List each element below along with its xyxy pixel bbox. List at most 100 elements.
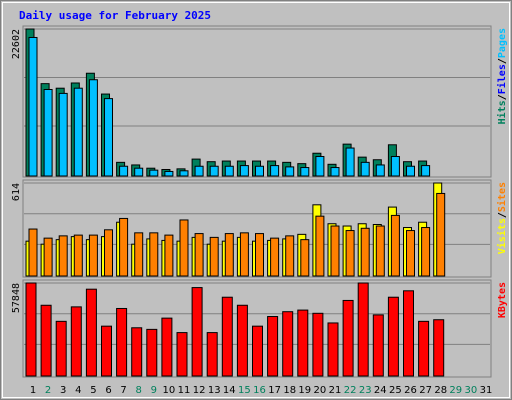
bar-files-day-9 bbox=[149, 169, 159, 177]
day-label-7: 7 bbox=[120, 385, 126, 396]
bar-kbytes-day-5 bbox=[85, 288, 97, 377]
bar-kbytes-day-22 bbox=[342, 299, 354, 377]
bar-kbytes-day-2 bbox=[40, 304, 52, 377]
chart-title: Daily usage for February 2025 bbox=[19, 9, 211, 22]
day-label-31: 31 bbox=[480, 385, 493, 396]
bar-files-day-22 bbox=[345, 147, 355, 177]
bar-files-day-7 bbox=[119, 165, 129, 177]
bar-sites-day-9 bbox=[149, 232, 159, 277]
bar-sites-day-20 bbox=[315, 215, 325, 277]
bar-sites-day-14 bbox=[224, 233, 234, 277]
bar-sites-day-25 bbox=[390, 214, 400, 277]
bar-kbytes-day-25 bbox=[387, 296, 399, 377]
legend-entry: Visits bbox=[496, 218, 508, 254]
legend-entry: / bbox=[497, 212, 508, 218]
day-label-3: 3 bbox=[60, 385, 66, 396]
bar-kbytes-day-14 bbox=[221, 296, 233, 377]
day-labels: 1 2 3 4 5 6 7 8 9 10 11 12 13 14 15 16 17 18 19 20 21 22 23 24 2… bbox=[30, 385, 493, 396]
day-label-18: 18 bbox=[283, 385, 296, 396]
bar-kbytes-day-15 bbox=[236, 304, 248, 377]
day-label-27: 27 bbox=[419, 385, 432, 396]
bar-kbytes-day-16 bbox=[252, 325, 263, 377]
bar-sites-day-17 bbox=[270, 237, 280, 277]
bar-files-day-11 bbox=[179, 170, 189, 177]
bar-sites-day-3 bbox=[58, 235, 68, 277]
bar-kbytes-day-4 bbox=[70, 306, 82, 377]
day-label-23: 23 bbox=[359, 385, 372, 396]
bar-sites-day-16 bbox=[255, 233, 264, 277]
day-label-22: 22 bbox=[344, 385, 357, 396]
day-label-11: 11 bbox=[178, 385, 191, 396]
bar-sites-day-13 bbox=[209, 236, 219, 277]
day-label-6: 6 bbox=[105, 385, 111, 396]
bar-files-day-5 bbox=[88, 79, 98, 177]
bar-files-day-16 bbox=[255, 165, 264, 177]
day-label-2: 2 bbox=[45, 385, 51, 396]
legend-entry: / bbox=[497, 58, 508, 64]
bar-files-day-2 bbox=[43, 88, 53, 177]
panel-max-label: 22602 bbox=[11, 29, 22, 59]
day-label-25: 25 bbox=[389, 385, 402, 396]
bar-files-day-3 bbox=[58, 92, 68, 177]
bar-files-day-23 bbox=[360, 161, 370, 177]
panel-legend: Hits/Files/Pages bbox=[496, 28, 508, 124]
bar-files-day-20 bbox=[315, 155, 325, 177]
bar-kbytes-day-26 bbox=[403, 290, 414, 377]
panel-max-label: 614 bbox=[11, 183, 22, 201]
legend-entry: Hits bbox=[496, 100, 508, 124]
bar-sites-day-19 bbox=[300, 239, 310, 277]
day-label-4: 4 bbox=[75, 385, 81, 396]
bar-sites-day-23 bbox=[360, 227, 370, 277]
bar-files-day-25 bbox=[390, 155, 400, 177]
bar-files-day-17 bbox=[270, 165, 280, 177]
day-label-26: 26 bbox=[404, 385, 417, 396]
day-label-9: 9 bbox=[151, 385, 157, 396]
bar-sites-day-1 bbox=[28, 228, 38, 277]
bar-sites-day-15 bbox=[239, 232, 249, 277]
day-label-17: 17 bbox=[268, 385, 281, 396]
bar-sites-day-21 bbox=[330, 225, 340, 277]
day-label-8: 8 bbox=[136, 385, 142, 396]
day-label-13: 13 bbox=[208, 385, 221, 396]
day-label-29: 29 bbox=[449, 385, 462, 396]
day-label-20: 20 bbox=[314, 385, 327, 396]
bar-files-day-18 bbox=[285, 166, 295, 177]
legend-entry: / bbox=[497, 94, 508, 100]
bar-kbytes-day-27 bbox=[418, 320, 430, 377]
legend-entry: Sites bbox=[496, 182, 508, 212]
day-label-5: 5 bbox=[90, 385, 96, 396]
bar-sites-day-24 bbox=[375, 225, 385, 277]
panel-kbytes: 57848 KBytes bbox=[11, 279, 508, 378]
bar-files-day-14 bbox=[224, 165, 234, 177]
day-label-28: 28 bbox=[434, 385, 447, 396]
bar-sites-day-4 bbox=[73, 234, 83, 277]
bar-files-day-13 bbox=[209, 165, 219, 177]
legend-entry: Files bbox=[496, 64, 508, 94]
legend-entry: Pages bbox=[497, 28, 508, 58]
panel-legend: KBytes bbox=[497, 282, 508, 318]
bar-kbytes-day-12 bbox=[191, 287, 203, 377]
bar-kbytes-day-21 bbox=[327, 322, 339, 377]
bar-files-day-4 bbox=[73, 87, 83, 177]
bar-sites-day-18 bbox=[285, 235, 295, 277]
bar-files-day-27 bbox=[421, 165, 431, 177]
panel-sites-visits: 614 Visits/Sites bbox=[11, 179, 508, 278]
bar-kbytes-day-7 bbox=[116, 307, 128, 377]
bar-sites-day-7 bbox=[119, 217, 129, 277]
bar-sites-day-10 bbox=[164, 234, 174, 277]
day-label-12: 12 bbox=[193, 385, 206, 396]
bar-kbytes-day-11 bbox=[176, 332, 188, 377]
bar-files-day-10 bbox=[164, 170, 174, 177]
bar-files-day-8 bbox=[134, 167, 144, 177]
day-label-30: 30 bbox=[465, 385, 478, 396]
bar-kbytes-day-24 bbox=[372, 314, 384, 377]
panels: 22602Hits/Files/Pages614Visits/Sites5784… bbox=[11, 25, 508, 378]
bar-kbytes-day-19 bbox=[297, 309, 309, 377]
bar-kbytes-day-20 bbox=[312, 312, 324, 377]
bar-kbytes-day-8 bbox=[131, 327, 143, 377]
bar-files-day-15 bbox=[239, 165, 249, 177]
bar-sites-day-27 bbox=[421, 227, 431, 277]
bar-kbytes-day-28 bbox=[433, 319, 445, 377]
bar-files-day-6 bbox=[104, 98, 113, 177]
